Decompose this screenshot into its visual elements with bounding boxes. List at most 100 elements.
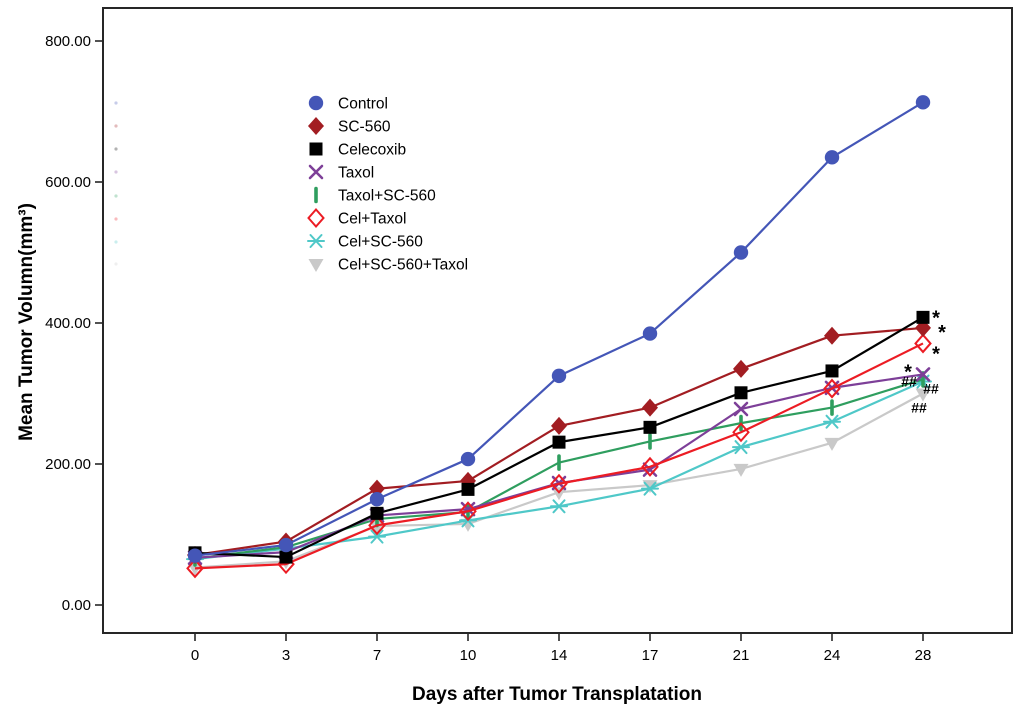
legend-marker-0 <box>308 95 324 111</box>
legend-label-0: Control <box>338 96 388 113</box>
data-point-celecoxib-glyph <box>825 364 839 378</box>
data-point-celecoxib-glyph <box>916 310 930 324</box>
legend-marker-3-glyph <box>308 164 324 180</box>
edge-speck <box>114 170 118 174</box>
data-point-sc-560-glyph <box>642 398 658 417</box>
data-point-cel-taxol <box>914 333 932 354</box>
data-point-cel-sc-560-glyph <box>641 481 659 496</box>
x-tick-label: 7 <box>373 647 381 664</box>
x-tick-label: 14 <box>551 647 568 664</box>
data-point-cel-taxol-glyph <box>914 333 932 354</box>
y-tick-label: 400.00 <box>45 315 91 332</box>
x-tick-label: 3 <box>282 647 290 664</box>
data-point-sc-560 <box>551 416 567 435</box>
edge-speck <box>114 262 118 266</box>
data-point-taxol <box>733 401 749 417</box>
data-point-control-glyph <box>824 150 840 165</box>
plot-frame <box>102 7 1013 634</box>
data-point-cel-taxol <box>368 515 386 536</box>
data-point-celecoxib <box>643 420 657 434</box>
data-point-control-glyph <box>551 368 567 384</box>
y-tick-label: 200.00 <box>45 456 91 473</box>
significance-annotation: ## <box>911 400 927 416</box>
data-point-control-glyph <box>642 326 658 341</box>
data-point-cel-sc-560 <box>732 440 750 455</box>
data-point-control <box>278 537 294 553</box>
x-axis-title: Days after Tumor Transplatation <box>412 684 702 705</box>
data-point-cel-taxol-glyph <box>186 558 204 579</box>
data-point-control-glyph <box>460 451 476 467</box>
significance-annotation: * <box>938 322 946 344</box>
data-point-control <box>642 326 658 341</box>
data-point-control-glyph <box>733 245 749 260</box>
data-point-cel-taxol-glyph <box>641 456 659 477</box>
data-point-cel-taxol-glyph <box>368 515 386 536</box>
legend-marker-2-glyph <box>309 142 323 156</box>
data-point-cel-taxol <box>823 378 841 399</box>
data-point-control <box>187 548 203 563</box>
legend-label-2: Celecoxib <box>338 142 406 159</box>
data-point-celecoxib-glyph <box>552 435 566 449</box>
significance-annotation: * <box>904 361 912 383</box>
legend-label-7: Cel+SC-560+Taxol <box>338 257 468 274</box>
data-point-celecoxib-glyph <box>461 482 475 496</box>
data-point-cel-taxol <box>550 473 568 494</box>
data-point-taxol-glyph <box>460 501 476 517</box>
significance-annotation: * <box>932 307 940 329</box>
data-point-control <box>551 368 567 384</box>
y-tick-label: 800.00 <box>45 33 91 50</box>
data-point-cel-taxol-glyph <box>459 501 477 522</box>
legend-marker-3 <box>308 164 324 180</box>
legend-label-5: Cel+Taxol <box>338 211 407 228</box>
data-point-cel-sc-560-taxol-glyph <box>733 463 749 477</box>
data-point-taxol <box>915 367 931 382</box>
data-point-control <box>369 492 385 507</box>
y-tick-label: 600.00 <box>45 174 91 191</box>
data-point-sc-560 <box>733 359 749 378</box>
data-point-sc-560-glyph <box>824 326 840 345</box>
data-point-cel-taxol-glyph <box>732 422 750 443</box>
data-point-taxol-glyph <box>915 367 931 382</box>
data-point-cel-taxol <box>459 501 477 522</box>
data-point-celecoxib <box>552 435 566 449</box>
legend-marker-7 <box>308 259 324 272</box>
data-point-control <box>733 245 749 260</box>
data-point-cel-taxol-glyph <box>823 378 841 399</box>
edge-speck <box>114 194 118 198</box>
legend-marker-6 <box>307 234 325 248</box>
edge-speck <box>114 101 118 105</box>
data-point-celecoxib <box>825 364 839 378</box>
series-line-cel-taxol <box>194 342 924 570</box>
data-point-cel-taxol <box>732 422 750 443</box>
data-point-cel-sc-560-glyph <box>550 499 568 514</box>
data-point-sc-560-glyph <box>551 416 567 435</box>
data-point-cel-sc-560-taxol <box>915 388 931 402</box>
data-point-celecoxib-glyph <box>734 386 748 400</box>
data-point-celecoxib <box>279 550 293 564</box>
significance-annotation: ## <box>901 373 917 389</box>
data-point-celecoxib-glyph <box>643 420 657 434</box>
data-point-cel-sc-560 <box>550 499 568 514</box>
data-point-celecoxib <box>370 506 384 520</box>
data-point-control-glyph <box>187 548 203 563</box>
legend-label-3: Taxol <box>338 165 374 182</box>
data-point-sc-560 <box>824 326 840 345</box>
significance-annotation: ## <box>923 381 939 397</box>
data-point-cel-sc-560-glyph <box>823 414 841 429</box>
data-point-cel-sc-560-taxol <box>824 437 840 451</box>
data-point-taxol-glyph <box>733 401 749 417</box>
data-point-cel-sc-560 <box>823 414 841 429</box>
edge-speck <box>114 147 118 151</box>
data-point-cel-sc-560-glyph <box>732 440 750 455</box>
data-point-cel-sc-560 <box>641 481 659 496</box>
data-point-control-glyph <box>369 492 385 507</box>
data-point-sc-560-glyph <box>733 359 749 378</box>
y-axis-title: Mean Tumor Volumn(mm³) <box>16 203 37 441</box>
significance-annotation: * <box>932 343 940 365</box>
legend-marker-7-glyph <box>308 259 324 272</box>
edge-speck <box>114 240 118 244</box>
data-point-celecoxib <box>916 310 930 324</box>
x-tick-label: 0 <box>191 647 199 664</box>
